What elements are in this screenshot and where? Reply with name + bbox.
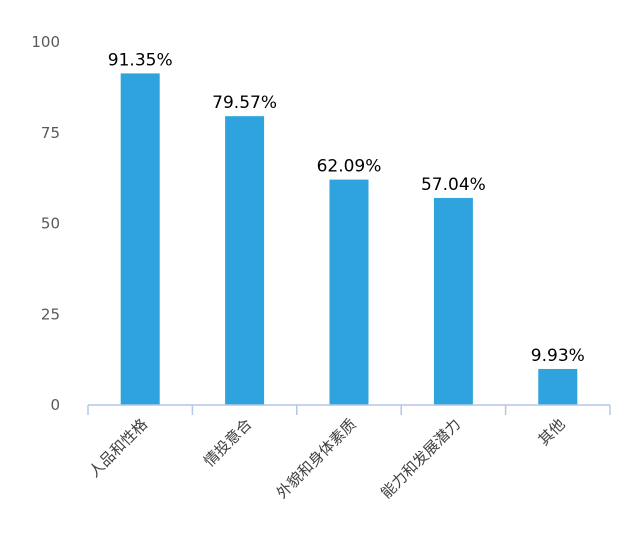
y-tick-label: 50 — [41, 215, 60, 233]
bar — [433, 197, 473, 405]
x-tick-label: 人品和性格 — [85, 415, 151, 481]
data-label: 79.57% — [212, 93, 277, 113]
x-tick-label: 情投意合 — [200, 415, 255, 470]
bars — [120, 73, 578, 406]
category-labels: 人品和性格 情投意合 外貌和身体素质 能力和发展潜力 其他 — [85, 415, 568, 502]
bar — [329, 179, 369, 405]
y-tick-label: 100 — [31, 33, 60, 51]
data-labels: 91.35% 79.57% 62.09% 57.04% 9.93% — [108, 50, 585, 366]
x-tick-label: 其他 — [535, 415, 569, 449]
bar — [538, 368, 578, 405]
data-label: 9.93% — [531, 346, 585, 366]
y-tick-label: 25 — [41, 305, 60, 323]
bar — [120, 73, 160, 405]
y-tick-label: 0 — [50, 396, 60, 414]
y-axis-ticks: 0 25 50 75 100 — [31, 33, 60, 414]
data-label: 62.09% — [317, 157, 382, 177]
data-label: 91.35% — [108, 50, 173, 70]
x-axis-tick-marks — [87, 405, 611, 415]
x-tick-label: 能力和发展潜力 — [377, 415, 464, 502]
bar — [225, 116, 265, 406]
y-tick-label: 75 — [41, 124, 60, 142]
x-tick-label: 外貌和身体素质 — [273, 415, 360, 502]
data-label: 57.04% — [421, 175, 486, 195]
